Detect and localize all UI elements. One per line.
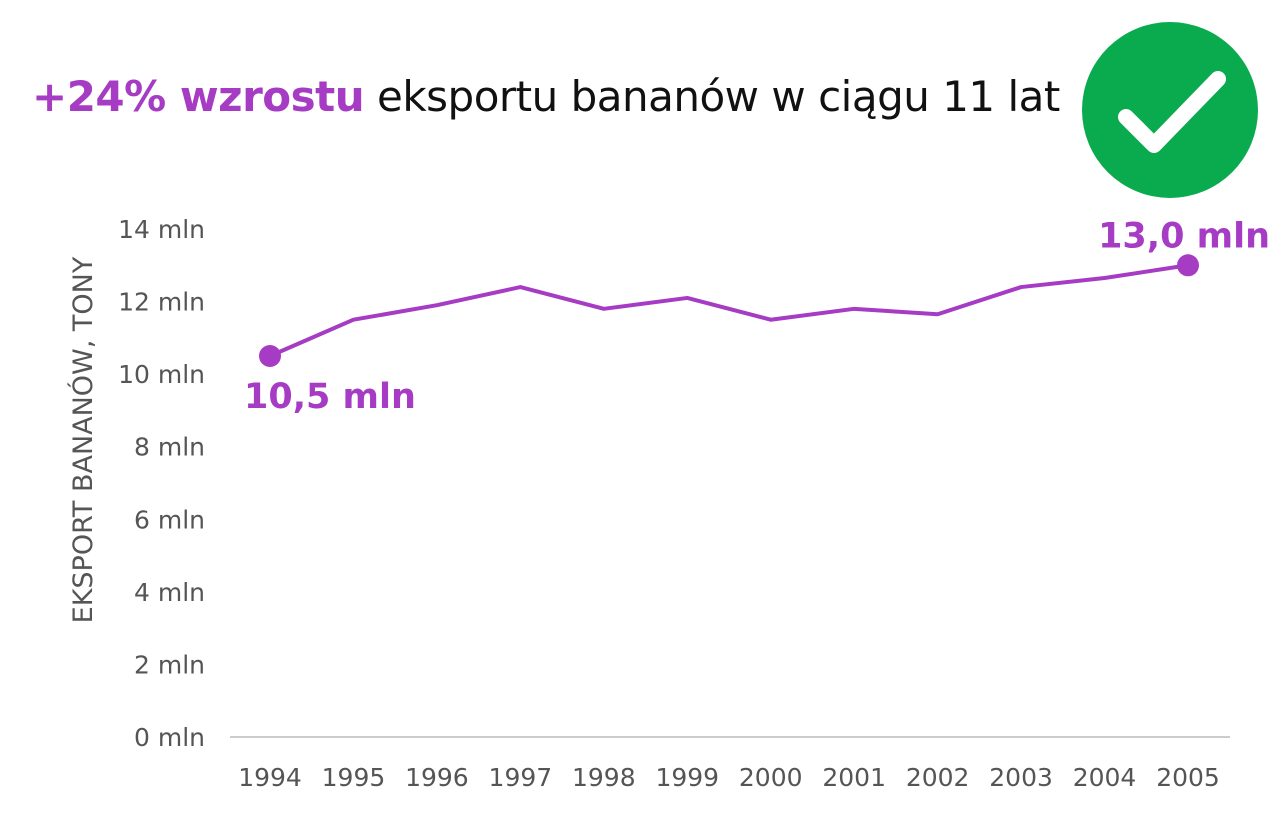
data-label: 13,0 mln bbox=[1098, 216, 1270, 256]
x-tick-label: 1998 bbox=[572, 763, 636, 792]
y-tick-label: 14 mln bbox=[118, 215, 205, 244]
y-tick-label: 6 mln bbox=[134, 505, 205, 534]
badge-circle bbox=[1082, 22, 1258, 198]
chart-title: +24% wzrostu eksportu bananów w ciągu 11… bbox=[32, 72, 1060, 121]
x-tick-label: 1997 bbox=[489, 763, 553, 792]
y-tick-label: 12 mln bbox=[118, 288, 205, 317]
checkmark-icon bbox=[1082, 22, 1258, 198]
x-tick-label: 1996 bbox=[405, 763, 469, 792]
annotations: 10,5 mln 13,0 mln bbox=[244, 216, 1270, 417]
title-highlight: +24% wzrostu bbox=[32, 72, 365, 121]
x-tick-label: 2000 bbox=[739, 763, 803, 792]
x-tick-label: 1995 bbox=[322, 763, 386, 792]
y-tick-label: 2 mln bbox=[134, 650, 205, 679]
x-tick-label: 2001 bbox=[822, 763, 886, 792]
series-line bbox=[268, 263, 1190, 358]
x-tick-label: 1999 bbox=[655, 763, 719, 792]
y-tick-label: 0 mln bbox=[134, 723, 205, 752]
x-tick-label: 2003 bbox=[989, 763, 1053, 792]
y-axis: 0 mln 2 mln 4 mln 6 mln 8 mln 10 mln 12 mln 14 … bbox=[118, 215, 205, 752]
series-group bbox=[268, 263, 1190, 358]
y-axis-label: EKSPORT BANANÓW, TONY bbox=[67, 256, 99, 623]
data-point-marker bbox=[259, 345, 281, 367]
data-point-marker bbox=[1177, 254, 1199, 277]
x-tick-label: 2002 bbox=[906, 763, 970, 792]
x-tick-label: 2004 bbox=[1073, 763, 1137, 792]
y-tick-label: 8 mln bbox=[134, 433, 205, 462]
x-axis: 1994 1995 1996 1997 1998 1999 2000 2001 2002 2003… bbox=[230, 736, 1230, 792]
x-tick-label: 2005 bbox=[1156, 763, 1220, 792]
title-text: eksportu bananów w ciągu 11 lat bbox=[364, 72, 1060, 121]
y-tick-label: 4 mln bbox=[134, 578, 205, 607]
y-tick-label: 10 mln bbox=[118, 360, 205, 389]
x-tick-label: 1994 bbox=[238, 763, 302, 792]
checkmark-stroke bbox=[1118, 71, 1226, 153]
data-label: 10,5 mln bbox=[244, 377, 416, 417]
